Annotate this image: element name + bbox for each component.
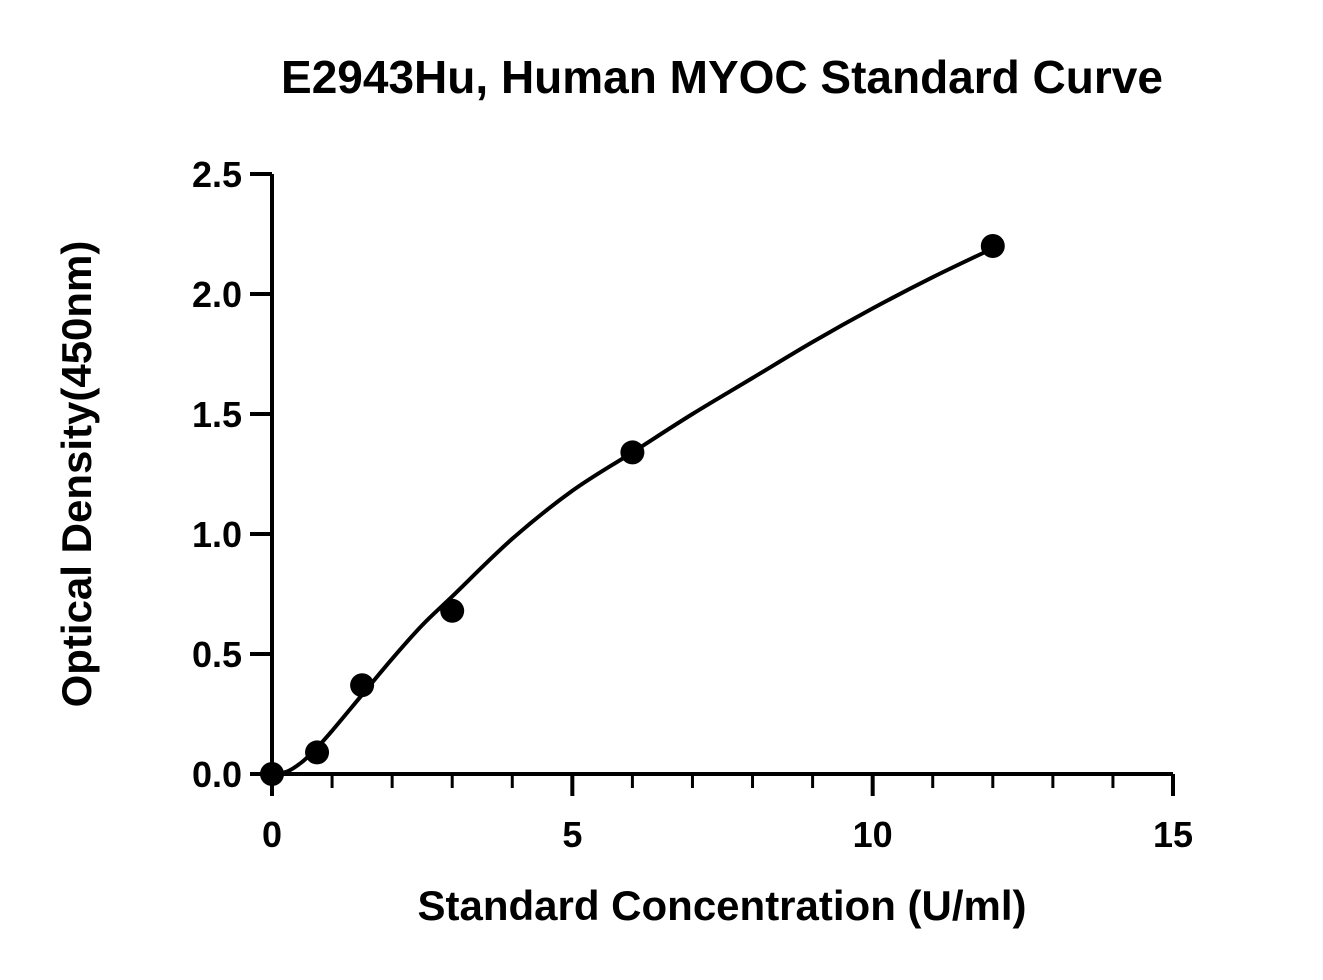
axes: 0 5 10 15 0.0 0.5 1.0 1.5 2.0 2.5 bbox=[192, 154, 1193, 855]
y-tick-label: 1.0 bbox=[192, 514, 242, 555]
fit-curve-layer bbox=[271, 246, 994, 776]
data-point bbox=[260, 762, 284, 786]
data-point bbox=[980, 234, 1005, 258]
data-point bbox=[440, 598, 465, 623]
y-tick-label: 1.5 bbox=[192, 394, 242, 435]
y-tick-label: 0.5 bbox=[192, 634, 242, 675]
x-tick-label: 0 bbox=[262, 814, 282, 855]
y-tick-label: 2.0 bbox=[192, 274, 242, 315]
chart-title: E2943Hu, Human MYOC Standard Curve bbox=[281, 51, 1163, 103]
data-point bbox=[620, 440, 645, 465]
x-axis-label: Standard Concentration (U/ml) bbox=[417, 882, 1026, 929]
data-point bbox=[350, 673, 375, 698]
y-axis-label: Optical Density(450nm) bbox=[53, 241, 100, 708]
y-tick-label: 0.0 bbox=[192, 754, 242, 795]
fit-curve-line bbox=[271, 246, 994, 776]
data-point bbox=[305, 740, 330, 765]
x-tick-label: 10 bbox=[853, 814, 893, 855]
x-tick-label: 15 bbox=[1153, 814, 1193, 855]
x-tick-label: 5 bbox=[562, 814, 582, 855]
y-tick-label: 2.5 bbox=[192, 154, 242, 195]
data-points-layer bbox=[260, 234, 1005, 786]
